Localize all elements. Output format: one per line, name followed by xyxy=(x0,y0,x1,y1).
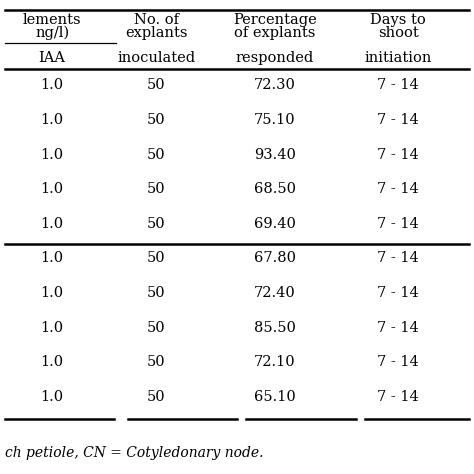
Text: 69.40: 69.40 xyxy=(254,217,296,231)
Text: 85.50: 85.50 xyxy=(254,320,296,335)
Text: 50: 50 xyxy=(147,251,166,265)
Text: 50: 50 xyxy=(147,217,166,231)
Text: 75.10: 75.10 xyxy=(254,113,296,127)
Text: 7 - 14: 7 - 14 xyxy=(377,320,419,335)
Text: Days to: Days to xyxy=(370,13,426,27)
Text: 1.0: 1.0 xyxy=(41,113,64,127)
Text: inoculated: inoculated xyxy=(118,51,195,65)
Text: 1.0: 1.0 xyxy=(41,390,64,404)
Text: IAA: IAA xyxy=(39,51,65,65)
Text: 50: 50 xyxy=(147,355,166,369)
Text: 1.0: 1.0 xyxy=(41,251,64,265)
Text: 50: 50 xyxy=(147,147,166,162)
Text: 7 - 14: 7 - 14 xyxy=(377,355,419,369)
Text: 7 - 14: 7 - 14 xyxy=(377,147,419,162)
Text: 1.0: 1.0 xyxy=(41,147,64,162)
Text: 50: 50 xyxy=(147,78,166,92)
Text: 7 - 14: 7 - 14 xyxy=(377,217,419,231)
Text: Percentage: Percentage xyxy=(233,13,317,27)
Text: 7 - 14: 7 - 14 xyxy=(377,286,419,300)
Text: 1.0: 1.0 xyxy=(41,182,64,196)
Text: 72.10: 72.10 xyxy=(254,355,296,369)
Text: initiation: initiation xyxy=(365,51,432,65)
Text: ng/l): ng/l) xyxy=(35,26,69,40)
Text: 50: 50 xyxy=(147,182,166,196)
Text: No. of: No. of xyxy=(134,13,179,27)
Text: 93.40: 93.40 xyxy=(254,147,296,162)
Text: 7 - 14: 7 - 14 xyxy=(377,390,419,404)
Text: responded: responded xyxy=(236,51,314,65)
Text: 50: 50 xyxy=(147,286,166,300)
Text: 7 - 14: 7 - 14 xyxy=(377,78,419,92)
Text: 68.50: 68.50 xyxy=(254,182,296,196)
Text: ch petiole, CN = Cotyledonary node.: ch petiole, CN = Cotyledonary node. xyxy=(5,446,263,460)
Text: 67.80: 67.80 xyxy=(254,251,296,265)
Text: 65.10: 65.10 xyxy=(254,390,296,404)
Text: 1.0: 1.0 xyxy=(41,355,64,369)
Text: explants: explants xyxy=(125,26,188,40)
Text: lements: lements xyxy=(23,13,82,27)
Text: of explants: of explants xyxy=(234,26,316,40)
Text: 1.0: 1.0 xyxy=(41,217,64,231)
Text: 1.0: 1.0 xyxy=(41,78,64,92)
Text: 72.40: 72.40 xyxy=(254,286,296,300)
Text: 50: 50 xyxy=(147,113,166,127)
Text: 1.0: 1.0 xyxy=(41,286,64,300)
Text: 72.30: 72.30 xyxy=(254,78,296,92)
Text: shoot: shoot xyxy=(378,26,419,40)
Text: 7 - 14: 7 - 14 xyxy=(377,113,419,127)
Text: 50: 50 xyxy=(147,390,166,404)
Text: 50: 50 xyxy=(147,320,166,335)
Text: 7 - 14: 7 - 14 xyxy=(377,251,419,265)
Text: 7 - 14: 7 - 14 xyxy=(377,182,419,196)
Text: 1.0: 1.0 xyxy=(41,320,64,335)
